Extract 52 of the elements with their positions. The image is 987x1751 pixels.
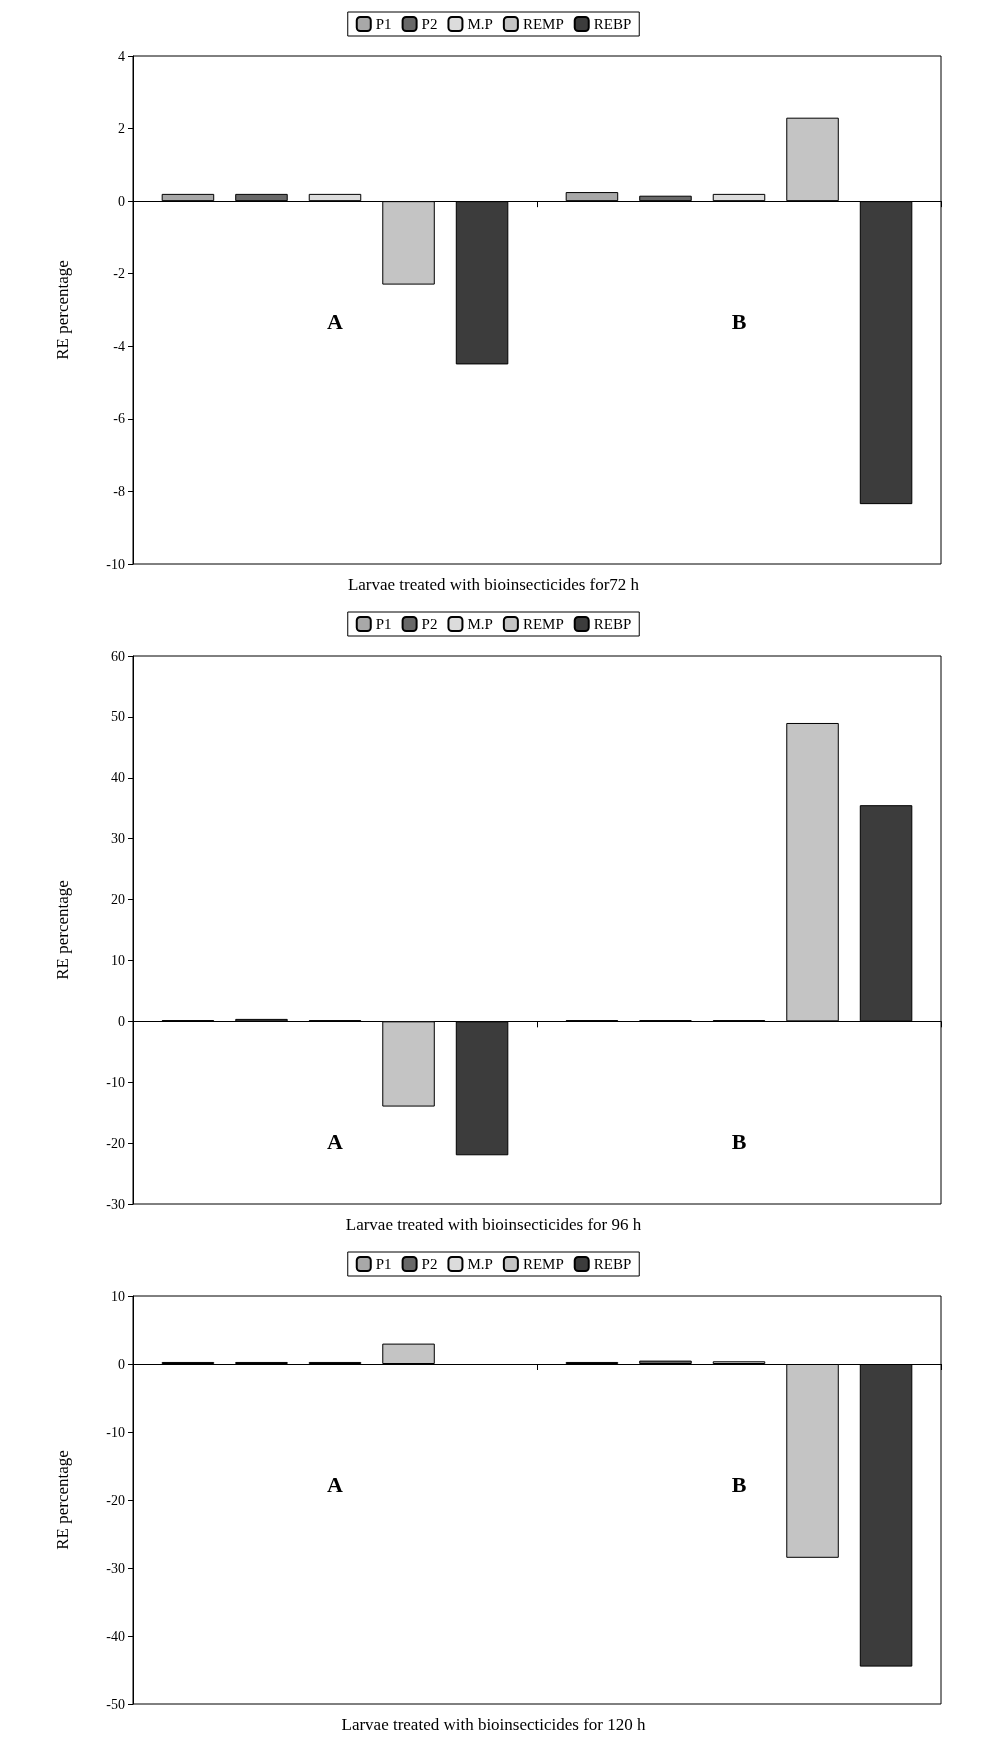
legend-label: P2 <box>421 16 438 32</box>
y-tick-label: -4 <box>113 338 125 354</box>
legend-label: P1 <box>375 1256 392 1272</box>
y-tick-label: -10 <box>106 1424 125 1440</box>
y-tick-label: 20 <box>111 892 125 908</box>
y-tick-label: -30 <box>106 1196 125 1212</box>
y-tick-label: -2 <box>113 266 125 282</box>
legend-label: REMP <box>522 1256 564 1272</box>
legend-label: M.P <box>467 616 493 632</box>
legend-label: P1 <box>375 16 392 32</box>
y-tick-label: 30 <box>111 831 125 847</box>
y-tick-label: -8 <box>113 483 125 499</box>
y-tick-label: 10 <box>111 1288 125 1304</box>
y-tick-label: -20 <box>106 1135 125 1151</box>
x-tick-label: B <box>731 1128 747 1154</box>
legend-label: REBP <box>593 616 632 632</box>
legend-label: REBP <box>593 16 632 32</box>
legend-label: REMP <box>522 616 564 632</box>
legend-label: P2 <box>421 616 438 632</box>
y-tick-label: 0 <box>118 193 125 209</box>
x-tick-label: B <box>731 308 747 334</box>
y-tick-label: 60 <box>111 648 125 664</box>
legend-label: REBP <box>593 1256 632 1272</box>
y-axis-title: RE percentage <box>53 260 72 360</box>
x-tick-label: B <box>731 1471 747 1497</box>
legend-label: P1 <box>375 616 392 632</box>
y-tick-label: -50 <box>106 1696 125 1712</box>
y-axis-title: RE percentage <box>53 880 72 980</box>
legend-label: REMP <box>522 16 564 32</box>
legend-label: M.P <box>467 16 493 32</box>
legend-label: M.P <box>467 1256 493 1272</box>
x-axis-title: Larvae treated with bioinsecticides for72 h <box>347 575 640 594</box>
y-tick-label: -10 <box>106 556 125 572</box>
x-tick-label: A <box>327 1471 344 1497</box>
x-axis-title: Larvae treated with bioinsecticides for 120 h <box>341 1715 646 1734</box>
y-axis-title: RE percentage <box>53 1450 72 1550</box>
y-tick-label: 2 <box>118 121 125 137</box>
y-tick-label: 4 <box>118 48 125 64</box>
y-tick-label: -30 <box>106 1560 125 1576</box>
x-tick-label: A <box>327 1128 344 1154</box>
y-tick-label: 40 <box>111 770 125 786</box>
y-tick-label: 0 <box>118 1356 125 1372</box>
y-tick-label: -10 <box>106 1074 125 1090</box>
y-tick-label: 0 <box>118 1013 125 1029</box>
y-tick-label: 10 <box>111 952 125 968</box>
y-tick-label: -20 <box>106 1492 125 1508</box>
x-axis-title: Larvae treated with bioinsecticides for 96 h <box>345 1215 642 1234</box>
y-tick-label: 50 <box>111 709 125 725</box>
y-tick-label: -40 <box>106 1628 125 1644</box>
y-tick-label: -6 <box>113 411 125 427</box>
x-tick-label: A <box>327 308 344 334</box>
legend-label: P2 <box>421 1256 438 1272</box>
